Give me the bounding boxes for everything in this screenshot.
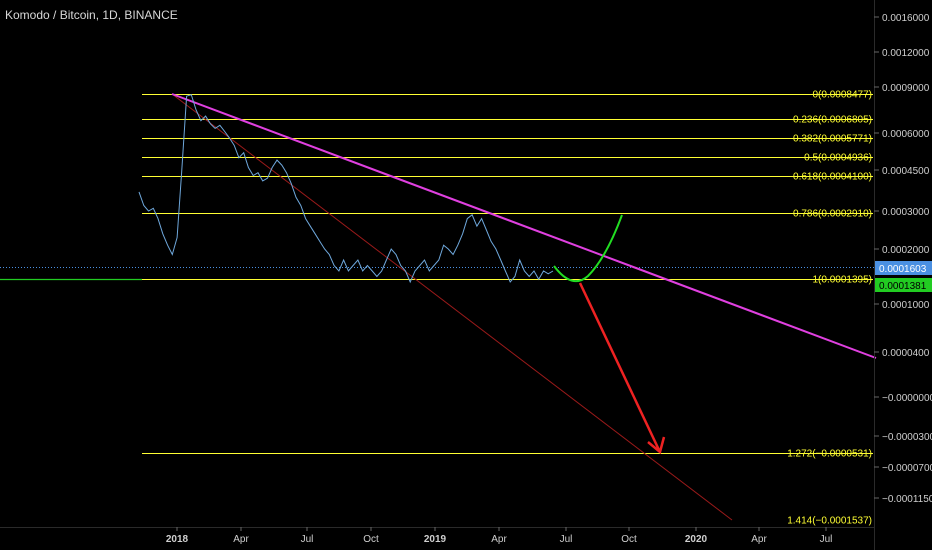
y-tick-label: 0.0006000 xyxy=(882,129,930,140)
x-tick-label: Jul xyxy=(301,534,314,545)
arrow-head xyxy=(647,436,666,455)
resistance-trendline xyxy=(171,93,877,359)
fib-level-label: 1.414(−0.0001537) xyxy=(787,516,872,527)
x-tick-label: Apr xyxy=(233,534,249,545)
y-tick-label: 0.0000400 xyxy=(882,348,930,359)
price-badge xyxy=(875,261,932,275)
y-axis: 0.0016000 0.0012000 0.0009000 0.0006000 0.00… xyxy=(874,0,932,550)
y-tick-label: 0.0009000 xyxy=(882,83,930,94)
fib-level-label: 0.618(0.0004100) xyxy=(793,172,872,183)
y-tick-label: 0.0003000 xyxy=(882,207,930,218)
y-tick-label: 0.0002000 xyxy=(882,245,930,256)
price-badge xyxy=(875,278,932,292)
fib-level-label: 1.272(−0.0000531) xyxy=(787,449,872,460)
y-tick-label: 0.0016000 xyxy=(882,13,930,24)
fib-level-label: 0.5(0.0004936) xyxy=(804,153,872,164)
x-tick-label: Apr xyxy=(751,534,767,545)
price-badge-label: 0.0001381 xyxy=(879,281,927,292)
lower-trendline xyxy=(171,93,733,521)
price-badges: 0.0001603 0.0001381 xyxy=(875,261,932,292)
x-tick-label: Jul xyxy=(560,534,573,545)
x-tick-label: Oct xyxy=(363,534,379,545)
price-series xyxy=(138,94,554,284)
y-tick-label: −0.0000300 xyxy=(882,432,932,443)
fib-level-label: 0.382(0.0005771) xyxy=(793,134,872,145)
annotations xyxy=(0,93,877,521)
x-tick-label: 2019 xyxy=(424,534,447,545)
x-tick-label: 2018 xyxy=(166,534,189,545)
projected-drop-arrow xyxy=(578,282,661,451)
y-tick-label: −0.0001150 xyxy=(882,494,932,505)
fib-level-label: 1(0.0001395) xyxy=(813,275,873,286)
x-tick-label: Apr xyxy=(491,534,507,545)
y-tick-label: 0.0012000 xyxy=(882,48,930,59)
price-badge-label: 0.0001603 xyxy=(879,264,927,275)
y-tick-label: 0.0001000 xyxy=(882,300,930,311)
x-tick-label: Jul xyxy=(820,534,833,545)
x-tick-label: Oct xyxy=(621,534,637,545)
price-line xyxy=(138,94,554,284)
y-tick-label: 0.0004500 xyxy=(882,166,930,177)
fib-level-label: 0.786(0.0002910) xyxy=(793,209,872,220)
y-tick-label: −0.0000000 xyxy=(882,393,932,404)
y-tick-label: −0.0000700 xyxy=(882,463,932,474)
fib-level-label: 0.236(0.0006805) xyxy=(793,115,872,126)
x-axis: 2018 Apr Jul Oct 2019 Apr Jul Oct 2020 Apr Jul xyxy=(0,527,874,545)
fib-level-label: 0(0.0008477) xyxy=(813,90,873,101)
x-tick-label: 2020 xyxy=(685,534,708,545)
projected-curve xyxy=(553,214,623,283)
chart-title: Komodo / Bitcoin, 1D, BINANCE xyxy=(5,8,178,22)
fibonacci-levels: 0(0.0008477) 0.236(0.0006805) 0.382(0.0005… xyxy=(142,90,873,527)
